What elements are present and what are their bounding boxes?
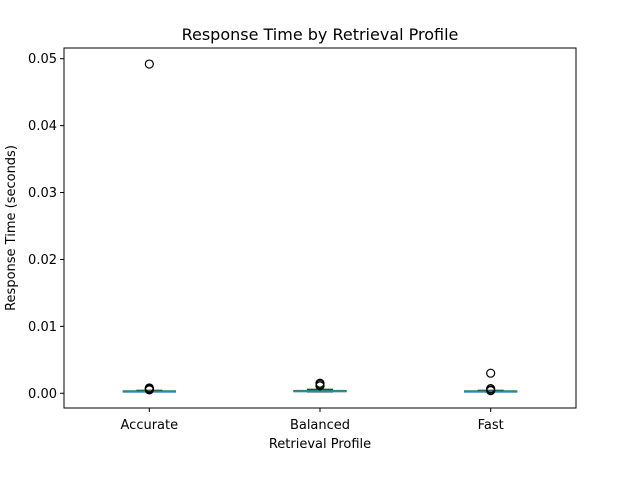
y-axis: 0.00 0.01 0.02 0.03 0.04 0.05 <box>28 52 64 402</box>
outlier-point <box>144 385 154 395</box>
y-tick-label: 0.04 <box>28 119 57 134</box>
y-tick-label: 0.02 <box>28 253 57 268</box>
x-axis: Accurate Balanced Fast <box>121 408 504 433</box>
y-axis-label: Response Time (seconds) <box>4 145 19 311</box>
y-tick-label: 0.05 <box>28 52 57 67</box>
chart-title: Response Time by Retrieval Profile <box>182 25 459 44</box>
y-tick-label: 0.01 <box>28 320 57 335</box>
outlier-point <box>315 381 325 391</box>
box-plots <box>122 59 518 396</box>
y-tick-label: 0.00 <box>28 387 57 402</box>
x-tick-label: Accurate <box>121 418 179 433</box>
y-tick-label: 0.03 <box>28 186 57 201</box>
box-plot-fast <box>463 368 518 396</box>
outlier-point <box>486 368 496 378</box>
outlier-point <box>144 59 154 69</box>
x-tick-label: Fast <box>478 418 504 433</box>
box-plot-accurate <box>122 59 177 395</box>
x-axis-label: Retrieval Profile <box>269 437 371 452</box>
outlier-point <box>486 386 496 396</box>
box-plot-balanced <box>293 378 347 393</box>
x-tick-label: Balanced <box>290 418 350 433</box>
